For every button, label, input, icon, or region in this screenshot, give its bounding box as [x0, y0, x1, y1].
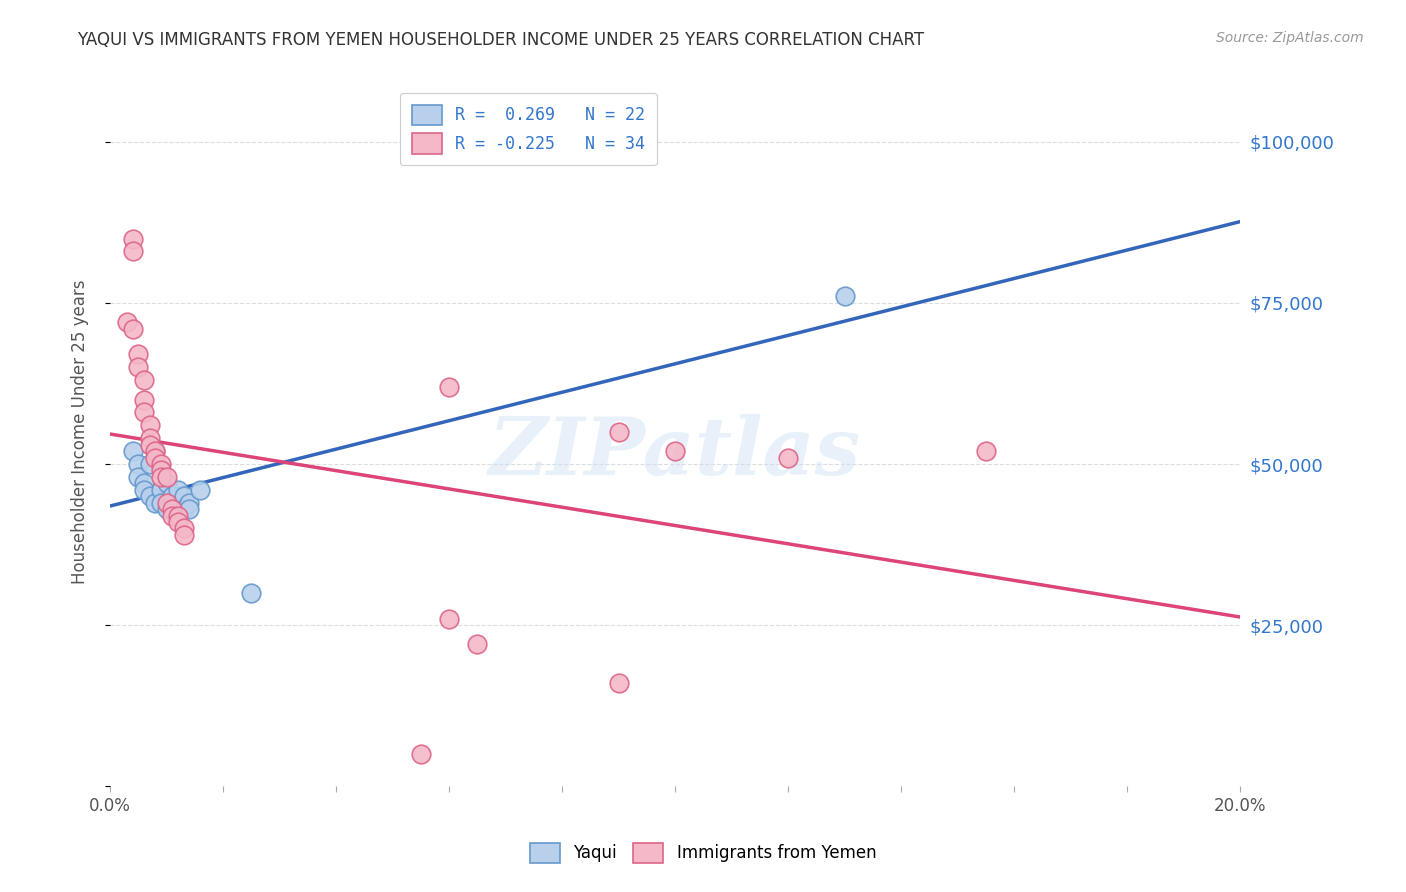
- Point: [155, 470, 177, 484]
- Point: [149, 470, 172, 484]
- Point: [143, 444, 166, 458]
- Point: [240, 586, 263, 600]
- Point: [121, 322, 143, 336]
- Point: [167, 483, 190, 497]
- Point: [778, 450, 800, 465]
- Point: [167, 515, 190, 529]
- Point: [138, 457, 160, 471]
- Point: [149, 496, 172, 510]
- Point: [149, 483, 172, 497]
- Point: [179, 496, 201, 510]
- Point: [160, 489, 183, 503]
- Point: [143, 450, 166, 465]
- Point: [143, 444, 166, 458]
- Point: [155, 476, 177, 491]
- Legend: Yaqui, Immigrants from Yemen: Yaqui, Immigrants from Yemen: [520, 832, 886, 873]
- Point: [132, 483, 155, 497]
- Point: [121, 244, 143, 259]
- Y-axis label: Householder Income Under 25 years: Householder Income Under 25 years: [72, 279, 89, 584]
- Point: [132, 476, 155, 491]
- Point: [974, 444, 997, 458]
- Legend: R =  0.269   N = 22, R = -0.225   N = 34: R = 0.269 N = 22, R = -0.225 N = 34: [399, 93, 657, 165]
- Text: ZIPatlas: ZIPatlas: [489, 414, 862, 491]
- Point: [138, 418, 160, 433]
- Point: [160, 508, 183, 523]
- Point: [138, 431, 160, 445]
- Point: [173, 502, 195, 516]
- Point: [173, 489, 195, 503]
- Point: [138, 489, 160, 503]
- Point: [173, 521, 195, 535]
- Point: [132, 405, 155, 419]
- Point: [127, 347, 149, 361]
- Point: [132, 392, 155, 407]
- Point: [437, 380, 460, 394]
- Point: [132, 373, 155, 387]
- Point: [127, 470, 149, 484]
- Point: [173, 528, 195, 542]
- Point: [127, 360, 149, 375]
- Point: [155, 502, 177, 516]
- Point: [121, 231, 143, 245]
- Point: [607, 676, 630, 690]
- Point: [179, 502, 201, 516]
- Text: YAQUI VS IMMIGRANTS FROM YEMEN HOUSEHOLDER INCOME UNDER 25 YEARS CORRELATION CHA: YAQUI VS IMMIGRANTS FROM YEMEN HOUSEHOLD…: [77, 31, 925, 49]
- Point: [143, 496, 166, 510]
- Point: [664, 444, 686, 458]
- Point: [115, 315, 138, 329]
- Point: [834, 289, 856, 303]
- Text: Source: ZipAtlas.com: Source: ZipAtlas.com: [1216, 31, 1364, 45]
- Point: [127, 457, 149, 471]
- Point: [138, 438, 160, 452]
- Point: [190, 483, 212, 497]
- Point: [607, 425, 630, 439]
- Point: [149, 463, 172, 477]
- Point: [160, 502, 183, 516]
- Point: [467, 637, 489, 651]
- Point: [437, 612, 460, 626]
- Point: [409, 747, 432, 761]
- Point: [149, 457, 172, 471]
- Point: [167, 508, 190, 523]
- Point: [155, 496, 177, 510]
- Point: [121, 444, 143, 458]
